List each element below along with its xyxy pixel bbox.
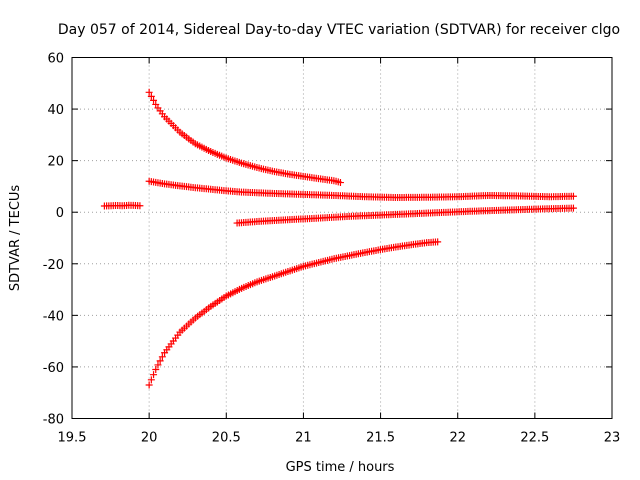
x-tick-label: 21 — [295, 431, 312, 446]
series-arc-5 — [145, 238, 442, 389]
y-tick-label: 40 — [47, 103, 64, 118]
y-tick-label: -60 — [43, 361, 64, 376]
series-arc-2 — [145, 88, 344, 187]
plot-frame — [71, 57, 613, 419]
series-layer — [100, 88, 577, 389]
x-tick-label: 20 — [141, 431, 158, 446]
x-tick-label: 22 — [449, 431, 466, 446]
chart-title: Day 057 of 2014, Sidereal Day-to-day VTE… — [58, 22, 620, 38]
y-axis-label: SDTVAR / TECUs — [8, 185, 23, 292]
data-point — [150, 371, 158, 379]
data-point — [152, 100, 160, 108]
y-tick-label: 20 — [47, 155, 64, 170]
data-point — [152, 366, 160, 374]
x-tick-label: 20.5 — [212, 431, 241, 446]
series-arc-1 — [100, 201, 144, 210]
data-point — [150, 96, 158, 104]
data-point — [147, 376, 155, 384]
data-point — [158, 353, 166, 361]
y-tick-label: -20 — [43, 258, 64, 273]
data-point — [156, 357, 164, 365]
data-point — [569, 192, 577, 200]
data-point — [569, 204, 577, 212]
series-arc-4 — [233, 204, 577, 227]
x-tick-label: 22.5 — [520, 431, 549, 446]
x-tick-label: 23 — [604, 431, 621, 446]
x-tick-label: 19.5 — [58, 431, 87, 446]
series-arc-3 — [145, 177, 577, 202]
x-axis-label: GPS time / hours — [286, 460, 395, 475]
y-tick-label: -80 — [43, 413, 64, 428]
data-point — [336, 179, 344, 187]
y-tick-label: 60 — [47, 52, 64, 67]
grid-layer — [72, 57, 612, 419]
data-point — [136, 202, 144, 210]
x-tick-label: 21.5 — [366, 431, 395, 446]
data-point — [154, 361, 162, 369]
data-point — [145, 88, 153, 96]
ticks-layer: 19.5 20 20.5 21 21.5 22 22.5 23 -80 -60 -40 -20 0 20 4… — [43, 52, 621, 446]
data-point — [434, 238, 442, 246]
y-tick-label: -40 — [43, 309, 64, 324]
data-point — [145, 381, 153, 389]
y-tick-label: 0 — [56, 206, 64, 221]
data-point — [147, 92, 155, 100]
